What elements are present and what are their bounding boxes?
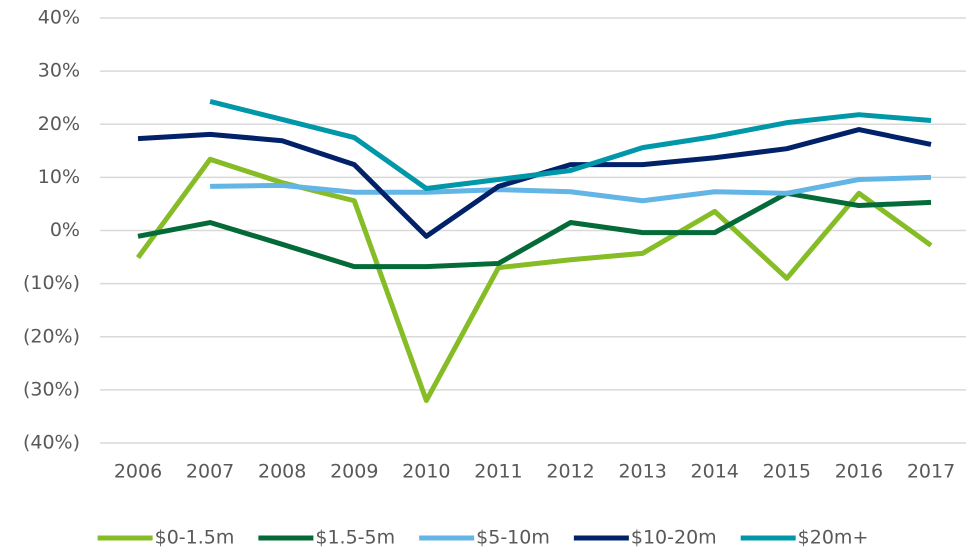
x-tick-label: 2007 [186, 461, 234, 483]
legend-label: $0-1.5m [155, 527, 235, 549]
x-tick-label: 2015 [763, 461, 811, 483]
y-tick-label: 30% [38, 60, 80, 82]
x-tick-label: 2016 [835, 461, 883, 483]
y-tick-label: (30%) [23, 378, 80, 400]
y-tick-label: 10% [38, 166, 80, 188]
x-tick-label: 2013 [618, 461, 666, 483]
y-tick-label: (10%) [23, 272, 80, 294]
x-tick-label: 2010 [402, 461, 450, 483]
legend-label: $5-10m [476, 527, 550, 549]
x-tick-label: 2009 [330, 461, 378, 483]
series-line [209, 98, 932, 192]
y-tick-label: 0% [50, 219, 80, 241]
x-tick-label: 2011 [474, 461, 522, 483]
y-tick-label: 40% [38, 7, 80, 29]
x-tick-label: 2014 [691, 461, 739, 483]
x-tick-label: 2006 [114, 461, 162, 483]
series-line [137, 190, 932, 270]
x-tick-label: 2012 [546, 461, 594, 483]
legend-label: $10-20m [631, 527, 717, 549]
series-line [210, 174, 932, 204]
x-tick-label: 2008 [258, 461, 306, 483]
y-tick-label: (20%) [23, 325, 80, 347]
legend-label: $20m+ [798, 527, 869, 549]
series-line [135, 156, 933, 403]
y-tick-label: (40%) [23, 432, 80, 454]
x-tick-label: 2017 [907, 461, 955, 483]
series-line [137, 127, 932, 239]
legend-label: $1.5-5m [315, 527, 395, 549]
y-tick-label: 20% [38, 113, 80, 135]
